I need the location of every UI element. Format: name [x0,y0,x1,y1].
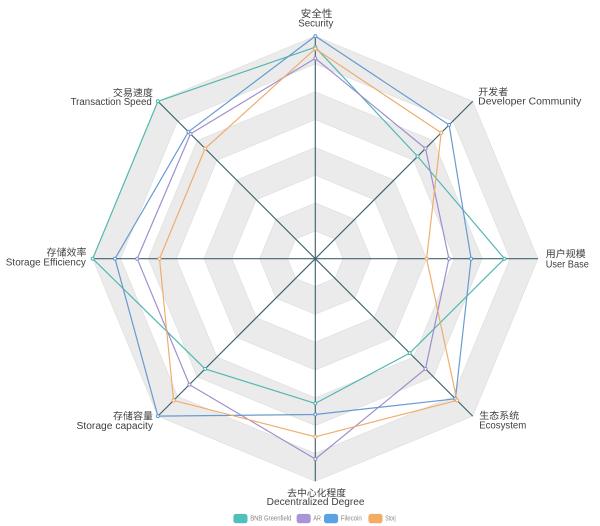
svg-text:AR: AR [313,516,321,523]
svg-text:Ecosystem: Ecosystem [479,421,526,432]
svg-text:User Base: User Base [546,259,590,270]
svg-text:Storage Efficiency: Storage Efficiency [6,258,86,269]
svg-text:Storj: Storj [385,516,396,523]
svg-text:Security: Security [298,18,333,29]
svg-text:BNB Greenfield: BNB Greenfield [250,516,291,523]
svg-text:Filecoin: Filecoin [341,516,362,523]
svg-text:Developer Community: Developer Community [478,96,581,107]
svg-text:Storage capacity: Storage capacity [77,421,154,432]
svg-text:Transaction Speed: Transaction Speed [71,97,152,108]
svg-text:Decentralized Degree: Decentralized Degree [267,497,365,508]
